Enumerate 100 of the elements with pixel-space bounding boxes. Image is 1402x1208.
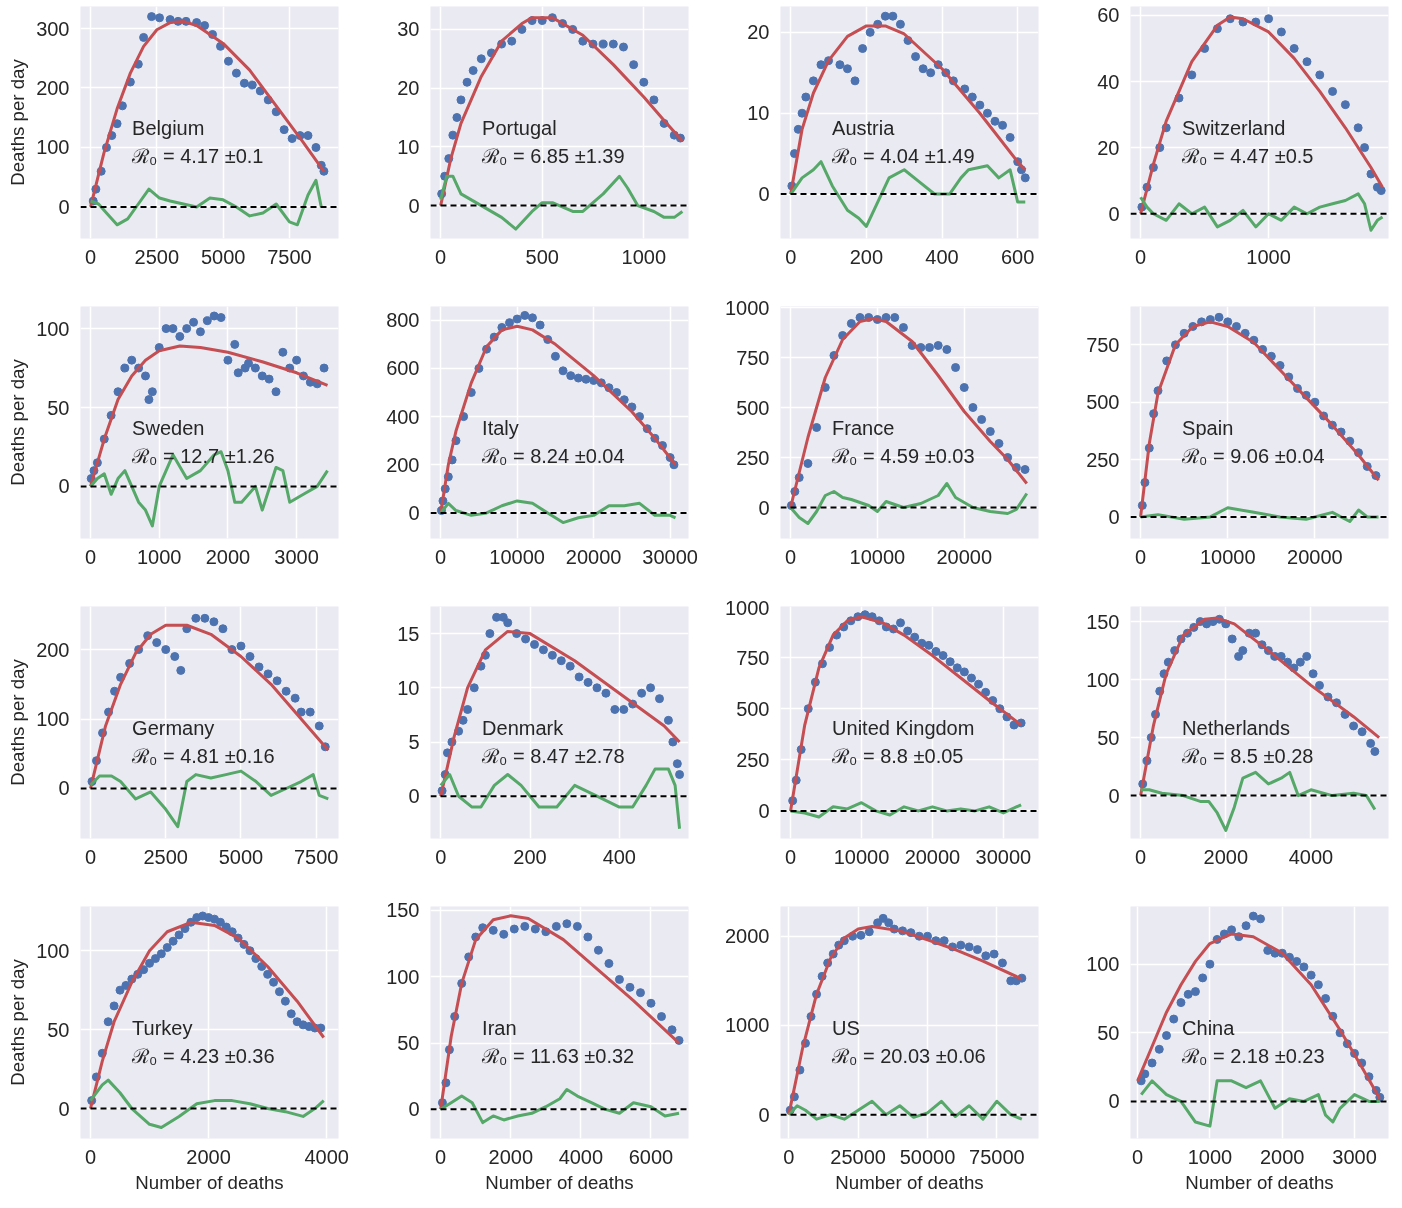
annotation: Sweden xyxy=(132,416,205,439)
y-tick-label: 0 xyxy=(408,501,420,524)
y-tick-label: 800 xyxy=(386,309,420,332)
y-tick-label: 50 xyxy=(1097,726,1120,749)
y-tick-label: 500 xyxy=(736,697,770,720)
x-tick-label: 20000 xyxy=(904,845,961,868)
y-tick-label: 250 xyxy=(736,446,770,469)
annotation: ℛ₀ = 2.18 ±0.23 xyxy=(1181,1044,1325,1067)
y-tick-label: 100 xyxy=(36,136,70,159)
y-tick-label: 50 xyxy=(47,1018,70,1041)
x-tick-label: 500 xyxy=(525,245,559,268)
x-tick-label: 0 xyxy=(435,845,447,868)
x-tick-label: 1000 xyxy=(136,545,182,568)
y-tick-label: 500 xyxy=(1086,391,1120,414)
annotation: Austria xyxy=(832,116,896,139)
y-tick-label: 20 xyxy=(1097,136,1120,159)
y-tick-label: 0 xyxy=(408,1098,420,1121)
x-tick-label: 10000 xyxy=(489,545,545,568)
y-tick-label: 50 xyxy=(47,396,70,419)
annotation: France xyxy=(832,416,895,439)
y-tick-label: 100 xyxy=(386,965,420,988)
x-tick-label: 1000 xyxy=(1187,1145,1233,1168)
y-tick-label: 1000 xyxy=(725,296,770,319)
y-tick-label: 2000 xyxy=(725,925,770,948)
x-tick-label: 0 xyxy=(1135,245,1147,268)
x-axis-title: Number of deaths xyxy=(135,1171,284,1193)
y-tick-label: 400 xyxy=(386,405,420,428)
annotation: Iran xyxy=(482,1016,517,1039)
annotation: ℛ₀ = 8.8 ±0.05 xyxy=(831,744,964,767)
y-tick-label: 0 xyxy=(58,1097,70,1120)
annotation: United Kingdom xyxy=(832,716,975,739)
y-tick-label: 250 xyxy=(736,748,770,771)
x-tick-label: 5000 xyxy=(218,845,264,868)
x-tick-label: 0 xyxy=(435,1145,447,1168)
y-tick-label: 0 xyxy=(1108,784,1120,807)
x-tick-label: 1000 xyxy=(621,245,667,268)
x-tick-label: 10000 xyxy=(849,545,906,568)
y-tick-label: 150 xyxy=(1086,610,1120,633)
y-tick-label: 50 xyxy=(397,1032,420,1055)
y-tick-label: 200 xyxy=(36,638,70,661)
annotation: ℛ₀ = 4.17 ±0.1 xyxy=(131,144,264,167)
y-tick-label: 0 xyxy=(1108,1090,1120,1113)
annotation: ℛ₀ = 8.47 ±2.78 xyxy=(481,744,625,767)
x-tick-label: 20000 xyxy=(936,545,993,568)
x-tick-label: 0 xyxy=(84,545,97,568)
x-axis-title: Number of deaths xyxy=(1185,1171,1334,1193)
annotation: ℛ₀ = 9.06 ±0.04 xyxy=(1181,444,1325,467)
x-tick-label: 2000 xyxy=(205,545,251,568)
y-tick-label: 20 xyxy=(747,21,770,44)
annotation: Belgium xyxy=(132,116,205,139)
x-tick-label: 0 xyxy=(1135,545,1147,568)
annotation: Italy xyxy=(482,416,519,439)
x-tick-label: 7500 xyxy=(267,245,312,268)
x-tick-label: 0 xyxy=(785,245,797,268)
annotation: ℛ₀ = 11.63 ±0.32 xyxy=(481,1044,635,1067)
y-tick-label: 0 xyxy=(758,1103,770,1126)
x-tick-label: 600 xyxy=(1001,245,1035,268)
x-tick-label: 30000 xyxy=(975,845,1032,868)
x-tick-label: 10000 xyxy=(833,845,890,868)
y-tick-label: 0 xyxy=(758,183,770,206)
annotation: ℛ₀ = 8.5 ±0.28 xyxy=(1181,744,1314,767)
annotation: Portugal xyxy=(482,116,557,139)
y-tick-label: 100 xyxy=(1086,668,1120,691)
x-tick-label: 4000 xyxy=(1288,845,1334,868)
x-tick-label: 0 xyxy=(84,1145,97,1168)
y-tick-label: 0 xyxy=(758,799,770,822)
x-tick-label: 20000 xyxy=(1287,545,1343,568)
y-tick-label: 20 xyxy=(397,77,420,100)
x-tick-label: 0 xyxy=(784,845,797,868)
y-tick-label: 0 xyxy=(758,496,770,519)
annotation: ℛ₀ = 20.03 ±0.06 xyxy=(831,1044,986,1067)
x-tick-label: 400 xyxy=(925,245,959,268)
annotation: Turkey xyxy=(132,1016,193,1039)
y-tick-label: 100 xyxy=(36,939,70,962)
x-tick-label: 2500 xyxy=(143,845,188,868)
x-axis-title: Number of deaths xyxy=(485,1171,634,1193)
x-tick-label: 400 xyxy=(602,845,636,868)
y-tick-label: 10 xyxy=(747,102,770,125)
x-tick-label: 0 xyxy=(85,245,97,268)
x-tick-label: 200 xyxy=(513,845,547,868)
x-tick-label: 4000 xyxy=(304,1145,349,1168)
x-tick-label: 3000 xyxy=(274,545,319,568)
x-tick-label: 25000 xyxy=(830,1145,886,1168)
x-tick-label: 0 xyxy=(435,545,447,568)
y-axis-title: Deaths per day xyxy=(7,658,29,786)
annotation: Spain xyxy=(1182,416,1234,439)
x-tick-label: 3000 xyxy=(1332,1145,1377,1168)
x-tick-label: 0 xyxy=(1132,1145,1144,1168)
y-tick-label: 750 xyxy=(736,646,770,669)
annotation: Denmark xyxy=(482,716,565,739)
y-tick-label: 10 xyxy=(397,135,420,158)
x-tick-label: 1000 xyxy=(1246,245,1291,268)
y-tick-label: 750 xyxy=(1086,333,1120,356)
y-tick-label: 200 xyxy=(36,77,70,99)
annotation: ℛ₀ = 4.81 ±0.16 xyxy=(131,744,275,767)
y-axis-title: Deaths per day xyxy=(7,58,29,186)
y-tick-label: 1000 xyxy=(725,1014,770,1037)
y-tick-label: 0 xyxy=(1108,202,1120,225)
y-tick-label: 0 xyxy=(408,785,420,808)
x-tick-label: 30000 xyxy=(642,545,698,568)
